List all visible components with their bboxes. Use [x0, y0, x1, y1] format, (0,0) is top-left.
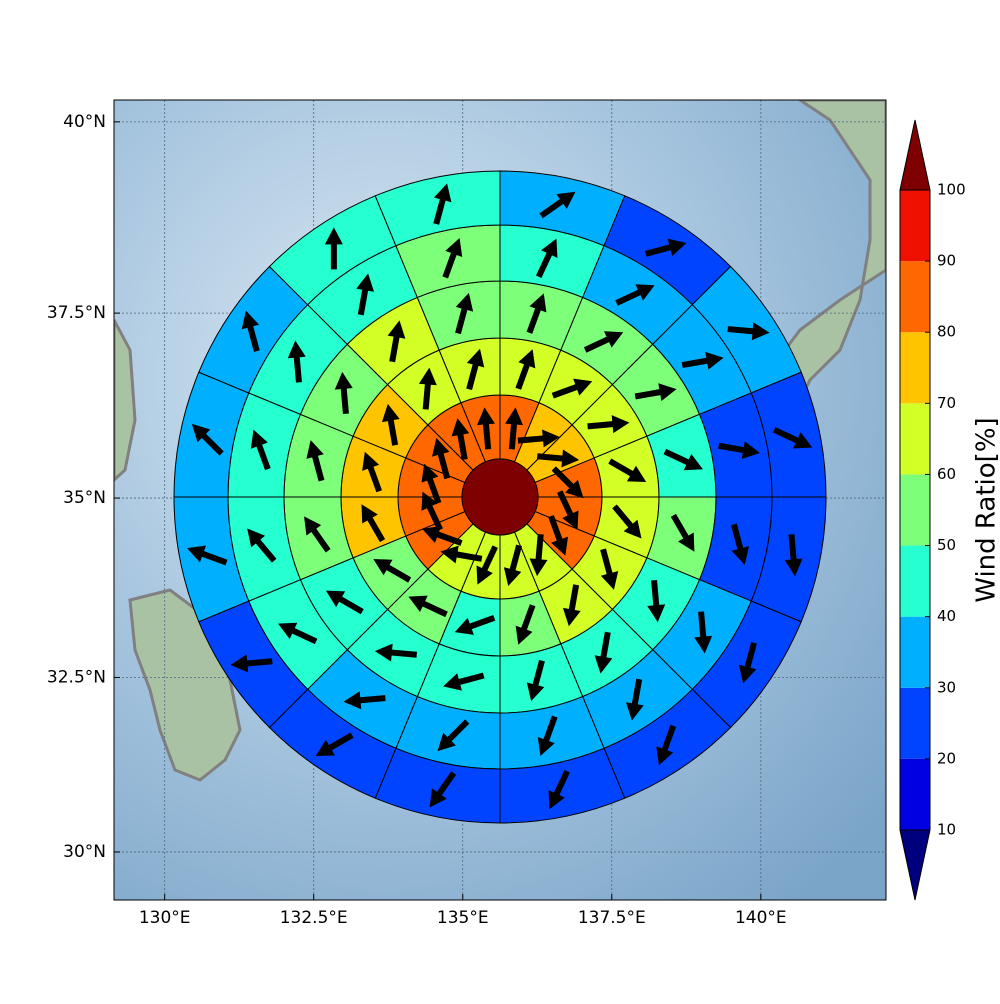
- colorbar-bin: [900, 688, 930, 759]
- colorbar-label: Wind Ratio[%]: [972, 417, 1000, 602]
- colorbar-bin: [900, 190, 930, 261]
- x-tick-label: 137.5°E: [578, 908, 646, 928]
- colorbar-tick-label: 20: [937, 749, 956, 767]
- colorbar-tick-label: 50: [937, 536, 956, 554]
- y-tick-label: 32.5°N: [47, 667, 106, 687]
- x-tick-label: 135°E: [437, 908, 489, 928]
- colorbar-tick-label: 80: [937, 323, 956, 341]
- colorbar-bin: [900, 261, 930, 332]
- colorbar-tick-label: 90: [937, 252, 956, 270]
- center-disc: [462, 459, 538, 535]
- colorbar-extend-high: [900, 120, 930, 190]
- colorbar-bin: [900, 332, 930, 403]
- colorbar-bin: [900, 759, 930, 830]
- y-tick-label: 37.5°N: [47, 303, 106, 323]
- colorbar-tick-label: 10: [937, 821, 956, 839]
- colorbar-bin: [900, 474, 930, 545]
- colorbar-bin: [900, 546, 930, 617]
- colorbar-bin: [900, 403, 930, 474]
- y-tick-label: 35°N: [63, 488, 106, 508]
- colorbar-extend-low: [900, 830, 930, 900]
- colorbar: 10 20 30 40 50 60 70 80 90 100: [900, 120, 966, 900]
- colorbar-tick-label: 30: [937, 678, 956, 696]
- colorbar-tick-label: 60: [937, 465, 956, 483]
- colorbar-bin: [900, 617, 930, 688]
- y-tick-label: 40°N: [63, 112, 106, 132]
- colorbar-tick-label: 70: [937, 394, 956, 412]
- y-tick-label: 30°N: [63, 842, 106, 862]
- colorbar-tick-label: 100: [937, 181, 966, 199]
- x-tick-label: 140°E: [735, 908, 787, 928]
- wind-rose: [174, 171, 826, 823]
- x-tick-label: 130°E: [139, 908, 191, 928]
- colorbar-tick-label: 40: [937, 607, 956, 625]
- x-tick-label: 132.5°E: [280, 908, 348, 928]
